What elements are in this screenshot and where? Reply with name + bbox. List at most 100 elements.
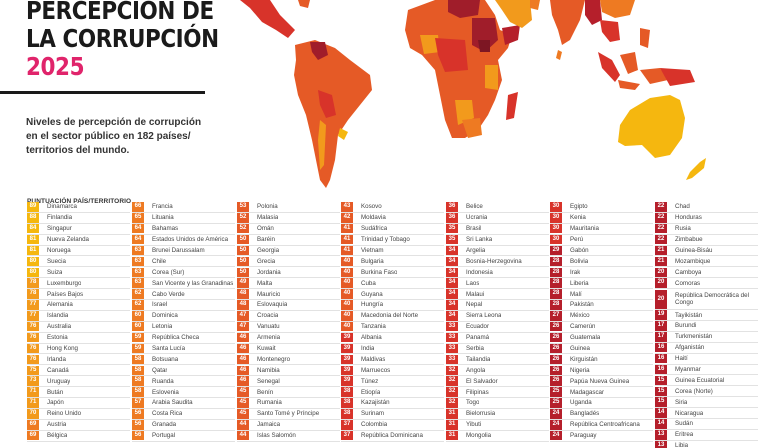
- score-badge: 30: [550, 234, 562, 245]
- country-name: Pakistán: [570, 301, 594, 309]
- table-row: 47 Croacia: [237, 311, 340, 322]
- score-badge: 57: [132, 398, 144, 408]
- score-badge: 81: [27, 234, 39, 245]
- table-row: 41 Trinidad y Tobago: [341, 234, 444, 246]
- table-row: 60 Letonia: [132, 321, 235, 333]
- table-row: 15 Corea (Norte): [655, 386, 758, 398]
- score-badge: 49: [237, 278, 249, 288]
- table-row: 39 Marruecos: [341, 365, 444, 377]
- score-badge: 40: [341, 300, 353, 310]
- table-row: 34 Laos: [446, 278, 549, 290]
- table-row: 37 República Dominicana: [341, 430, 444, 442]
- score-badge: 34: [446, 289, 458, 299]
- country-name: Libia: [675, 442, 689, 448]
- map-australia: [618, 95, 685, 158]
- country-name: El Salvador: [466, 377, 498, 385]
- table-row: 37 Colombia: [341, 420, 444, 431]
- table-row: 36 Belice: [446, 202, 549, 213]
- table-row: 76 Australia: [27, 321, 130, 333]
- score-badge: 20: [655, 289, 667, 309]
- score-badge: 41: [341, 245, 353, 256]
- country-name: India: [361, 345, 375, 353]
- score-badge: 46: [237, 376, 249, 386]
- score-badge: 69: [27, 430, 39, 441]
- score-badge: 33: [446, 343, 458, 354]
- table-row: 69 Austria: [27, 420, 130, 431]
- score-badge: 32: [446, 376, 458, 386]
- table-row: 64 Bahamas: [132, 223, 235, 235]
- score-badge: 17: [655, 321, 667, 331]
- score-badge: 39: [341, 343, 353, 354]
- table-row: 22 Honduras: [655, 213, 758, 224]
- table-row: 28 Irak: [550, 267, 653, 279]
- score-badge: 27: [550, 311, 562, 321]
- country-name: Omán: [257, 225, 274, 233]
- score-badge: 52: [237, 223, 249, 234]
- country-name: Malta: [257, 279, 273, 287]
- table-row: 17 Turkmenistán: [655, 332, 758, 343]
- table-row: 84 Singapur: [27, 223, 130, 235]
- table-row: 13 Eritrea: [655, 430, 758, 441]
- country-name: Japón: [47, 399, 64, 407]
- score-badge: 80: [27, 256, 39, 267]
- table-row: 58 Ruanda: [132, 376, 235, 388]
- table-row: 42 Moldavia: [341, 213, 444, 224]
- table-row: 58 Qatar: [132, 365, 235, 377]
- table-row: 40 Bulgaria: [341, 256, 444, 268]
- country-name: Dinamarca: [47, 203, 77, 211]
- country-name: Honduras: [675, 214, 702, 222]
- table-row: 50 Grecia: [237, 256, 340, 268]
- country-name: Georgia: [257, 247, 280, 254]
- table-row: 33 Serbia: [446, 343, 549, 355]
- country-name: Cuba: [361, 279, 376, 287]
- country-name: Túnez: [361, 377, 379, 385]
- country-name: Kirguistán: [570, 355, 598, 363]
- country-name: Madagascar: [570, 388, 605, 396]
- score-badge: 36: [446, 202, 458, 212]
- country-name: Singapur: [47, 225, 72, 233]
- score-badge: 56: [132, 420, 144, 430]
- title-divider: [0, 91, 205, 94]
- table-row: 25 Uganda: [550, 398, 653, 409]
- score-badge: 38: [341, 398, 353, 408]
- table-row: 49 Malta: [237, 278, 340, 290]
- table-row: 30 Perú: [550, 234, 653, 246]
- score-badge: 56: [132, 430, 144, 441]
- table-row: 34 Sierra Leona: [446, 311, 549, 322]
- country-name: Bielorrusia: [466, 410, 496, 418]
- table-row: 65 Lituania: [132, 213, 235, 224]
- world-map: [240, 0, 706, 188]
- score-badge: 65: [132, 213, 144, 223]
- score-badge: 39: [341, 365, 353, 376]
- score-badge: 28: [550, 267, 562, 278]
- table-row: 34 Argelia: [446, 245, 549, 257]
- map-south-asia: [550, 0, 585, 45]
- table-row: 40 Cuba: [341, 278, 444, 290]
- country-name: Chile: [152, 257, 167, 265]
- table-row: 32 Angola: [446, 365, 549, 377]
- table-row: 34 Indonesia: [446, 267, 549, 279]
- table-row: 48 Mauricio: [237, 289, 340, 301]
- score-badge: 32: [446, 398, 458, 408]
- table-row: 36 Ucrania: [446, 213, 549, 224]
- country-name: Kosovo: [361, 203, 382, 211]
- country-name: Bolivia: [570, 257, 589, 265]
- table-header: PUNTUACIÓN PAÍS/TERRITORIO: [27, 198, 132, 205]
- score-badge: 47: [237, 321, 249, 332]
- country-name: Siria: [675, 398, 688, 406]
- country-name: Afganistán: [675, 344, 705, 352]
- score-badge: 33: [446, 332, 458, 343]
- table-row: 38 Surinam: [341, 409, 444, 420]
- country-name: Rumania: [257, 399, 282, 407]
- table-row: 64 Estados Unidos de América: [132, 234, 235, 246]
- table-row: 62 Cabo Verde: [132, 289, 235, 301]
- table-row: 30 Kenia: [550, 213, 653, 224]
- score-badge: 46: [237, 332, 249, 343]
- table-row: 47 Vanuatu: [237, 321, 340, 333]
- table-row: 52 Malasia: [237, 213, 340, 224]
- country-name: Montenegro: [257, 355, 291, 363]
- table-row: 38 Kazajistán: [341, 398, 444, 409]
- score-column-1: 89 Dinamarca 88 Finlandia 84 Singapur 81 Nueva …: [27, 202, 130, 442]
- table-row: 66 Francia: [132, 202, 235, 213]
- country-name: Letonia: [152, 323, 173, 331]
